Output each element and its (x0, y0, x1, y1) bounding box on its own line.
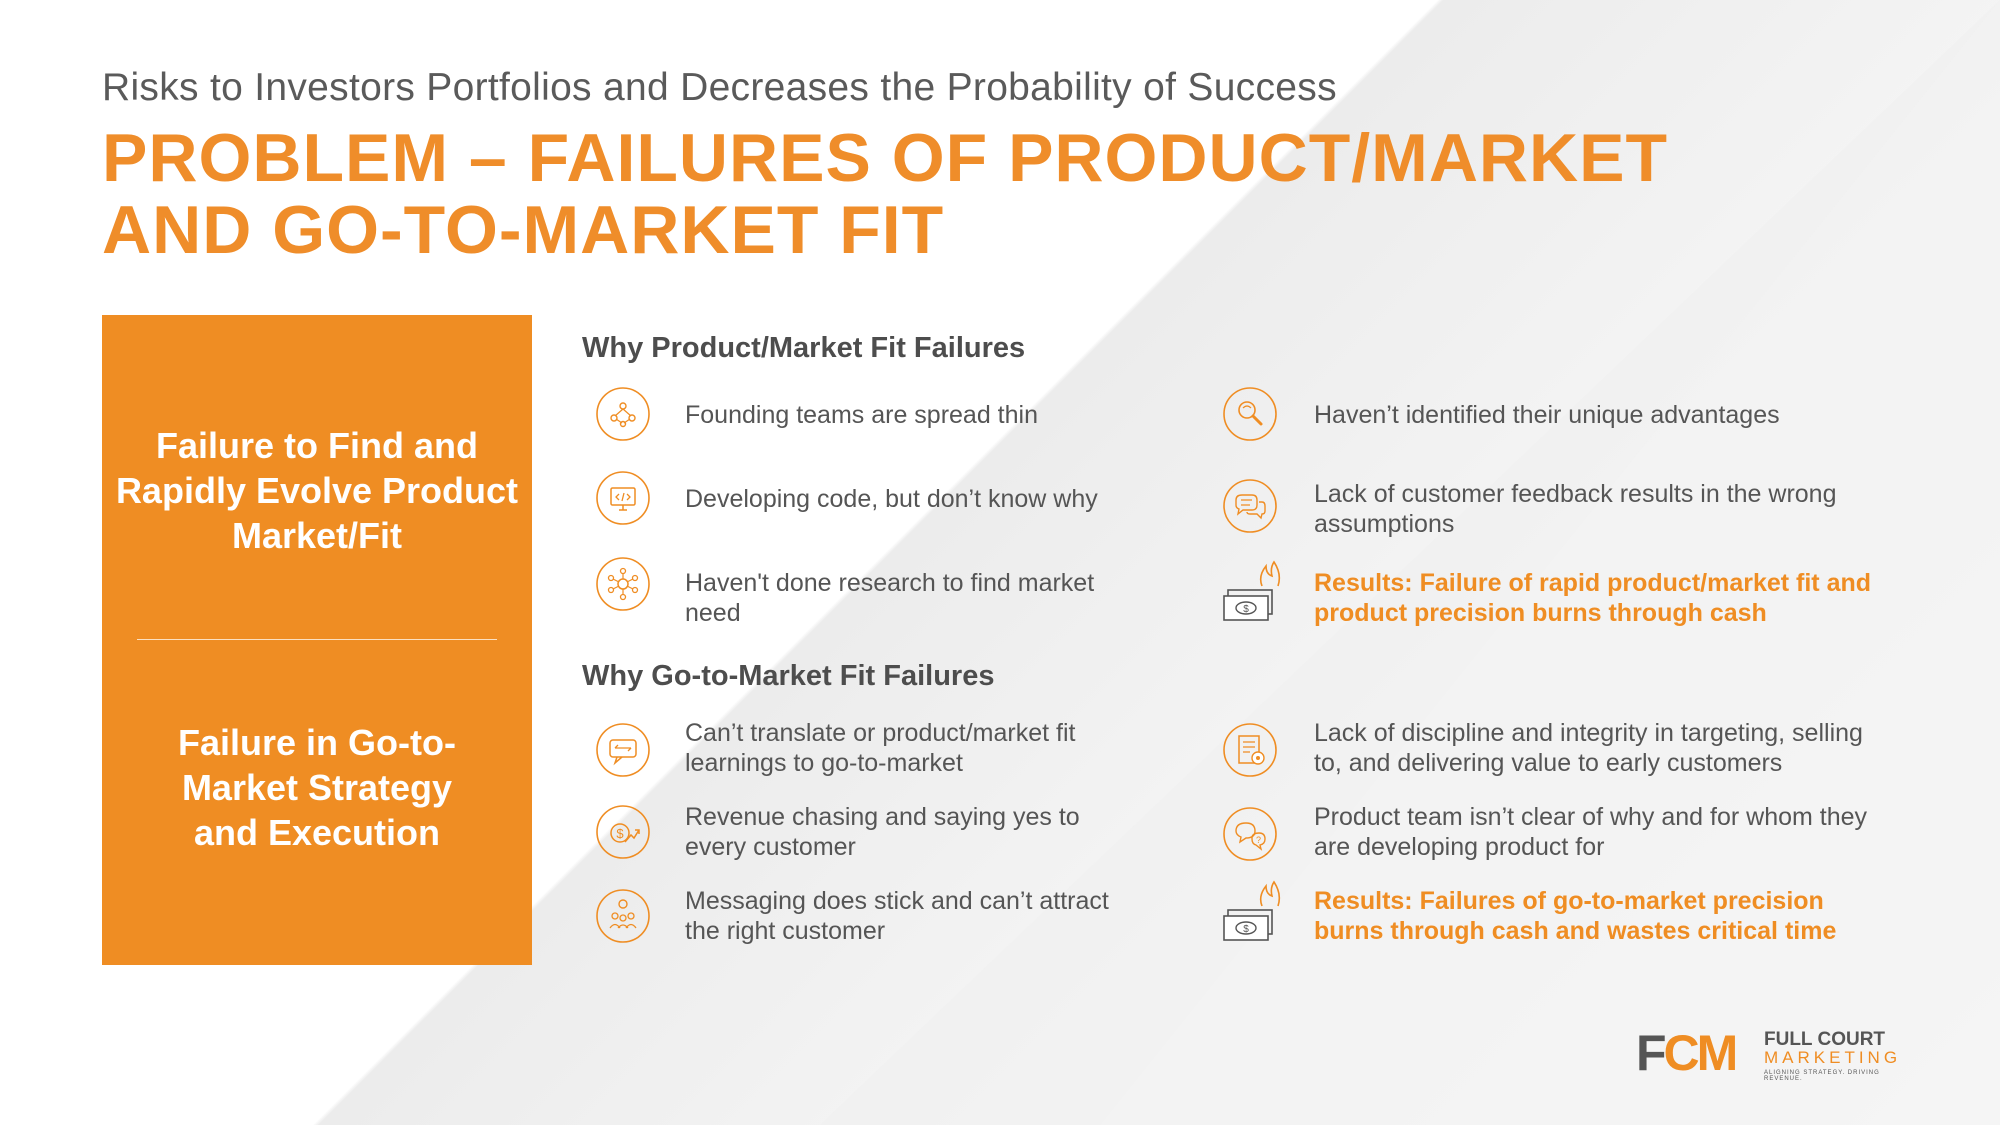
svg-text:$: $ (616, 826, 624, 841)
panel-top-text: Failure to Find and Rapidly Evolve Produ… (115, 425, 519, 556)
pmf-item-4: Haven’t identified their unique advantag… (1314, 401, 1780, 429)
target-document-icon (1222, 722, 1278, 778)
gtm-item-5: Product team isn’t clear of why and for … (1314, 803, 1868, 861)
slide-title: PROBLEM – FAILURES OF PRODUCT/MARKET AND… (102, 122, 1802, 266)
title-line-1: PROBLEM – FAILURES OF PRODUCT/MARKET (102, 120, 1669, 196)
audience-icon (595, 888, 651, 944)
revenue-chart-icon: $ (595, 804, 651, 860)
logo-name-bottom: MARKETING (1764, 1048, 1902, 1067)
gtm-item-3: Messaging does stick and can’t attract t… (685, 887, 1109, 945)
pmf-results: Results: Failure of rapid product/market… (1314, 569, 1872, 627)
logo-mark: FCM (1636, 1025, 1738, 1081)
gtm-item-2: Revenue chasing and saying yes to every … (685, 803, 1080, 861)
pmf-item-1: Founding teams are spread thin (685, 401, 1038, 429)
gtm-item-1: Can’t translate or product/market fit le… (685, 719, 1076, 777)
svg-text:$: $ (1243, 924, 1249, 935)
translate-bubble-icon (595, 722, 651, 778)
panel-bottom-text: Failure in Go-to-Market Strategy and Exe… (178, 722, 456, 853)
pmf-item-3: Haven't done research to find market nee… (685, 569, 1095, 627)
title-line-2: AND GO-TO-MARKET FIT (102, 192, 945, 268)
svg-text:?: ? (1256, 835, 1261, 845)
gtm-results: Results: Failures of go-to-market precis… (1314, 887, 1837, 945)
full-court-marketing-logo: FCM FULL COURT MARKETING ALIGNING STRATE… (1636, 1025, 1906, 1082)
team-network-icon (595, 386, 651, 442)
slide-subtitle: Risks to Investors Portfolios and Decrea… (102, 66, 1337, 109)
question-chat-icon: ? (1222, 806, 1278, 862)
gtm-item-4: Lack of discipline and integrity in targ… (1314, 719, 1863, 777)
panel-divider (137, 639, 497, 640)
burning-cash-icon: $ (1222, 558, 1284, 624)
gtm-heading: Why Go-to-Market Fit Failures (582, 660, 995, 692)
pmf-item-2: Developing code, but don’t know why (685, 485, 1098, 513)
svg-text:$: $ (1243, 604, 1249, 615)
research-network-icon (595, 556, 651, 612)
orange-panel: Failure to Find and Rapidly Evolve Produ… (102, 315, 532, 965)
logo-tagline: ALIGNING STRATEGY. DRIVING REVENUE. (1764, 1070, 1880, 1082)
logo-name-top: FULL COURT (1764, 1029, 1886, 1050)
code-monitor-icon (595, 470, 651, 526)
burning-cash-icon: $ (1222, 878, 1284, 944)
pmf-item-5: Lack of customer feedback results in the… (1314, 480, 1837, 538)
pmf-heading: Why Product/Market Fit Failures (582, 332, 1026, 364)
magnifier-icon (1222, 386, 1278, 442)
chat-bubbles-icon (1222, 478, 1278, 534)
